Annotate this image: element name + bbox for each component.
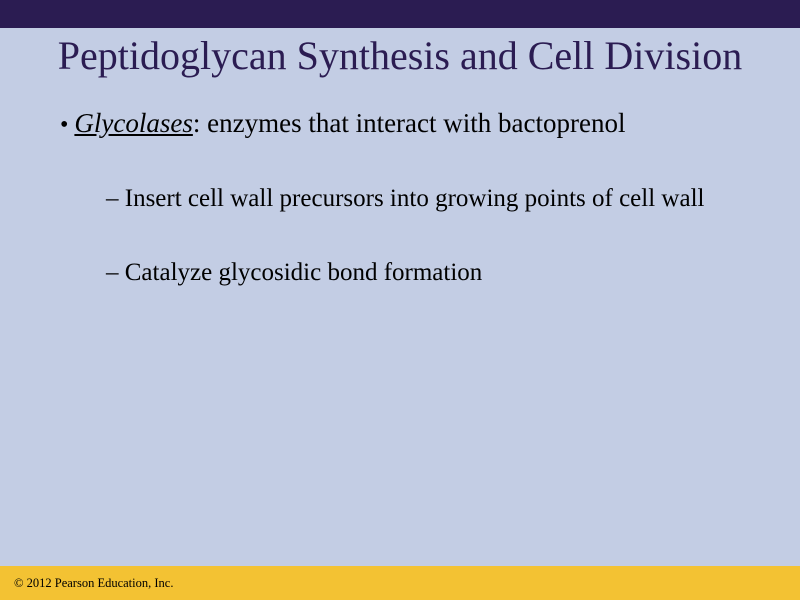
dash-icon: – (106, 259, 125, 286)
bullet-main-text: : enzymes that interact with bactoprenol (193, 108, 626, 138)
sub-bullet-2: – Catalyze glycosidic bond formation (106, 258, 772, 288)
sub-bullet-1-text: Insert cell wall precursors into growing… (125, 185, 705, 212)
slide: Peptidoglycan Synthesis and Cell Divisio… (0, 0, 800, 600)
sub-bullet-2-text: Catalyze glycosidic bond formation (125, 259, 483, 286)
copyright-text: © 2012 Pearson Education, Inc. (14, 576, 173, 591)
bullet-dot-icon: • (60, 112, 74, 138)
slide-title: Peptidoglycan Synthesis and Cell Divisio… (22, 34, 778, 79)
sub-bullet-1: – Insert cell wall precursors into growi… (106, 184, 772, 214)
bullet-main: • Glycolases: enzymes that interact with… (60, 107, 772, 140)
top-accent-bar (0, 0, 800, 28)
footer-bar: © 2012 Pearson Education, Inc. (0, 566, 800, 600)
dash-icon: – (106, 185, 125, 212)
term-glycolases: Glycolases (74, 108, 192, 138)
content-area: Peptidoglycan Synthesis and Cell Divisio… (0, 28, 800, 600)
